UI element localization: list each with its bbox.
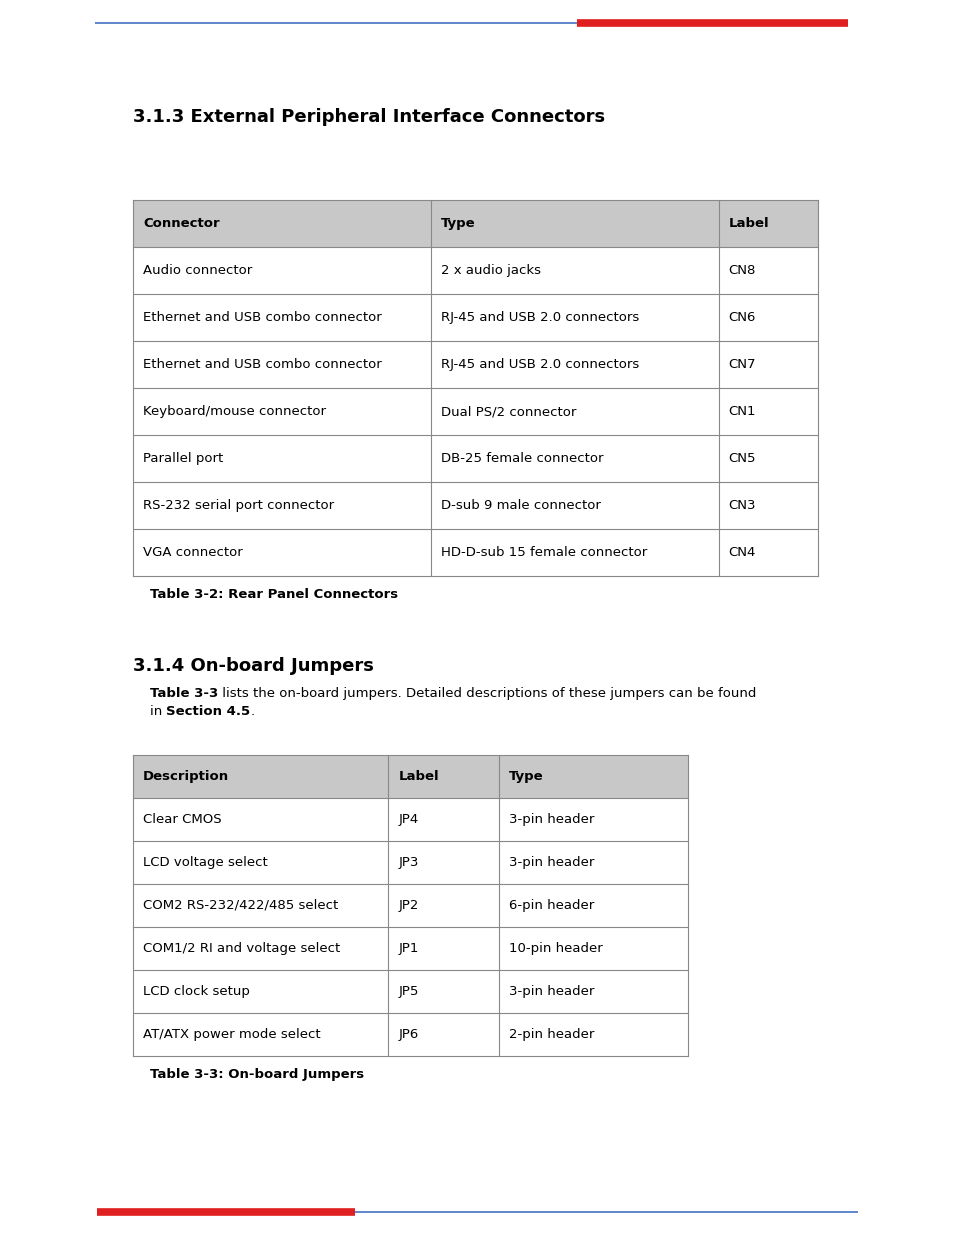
Text: RJ-45 and USB 2.0 connectors: RJ-45 and USB 2.0 connectors xyxy=(440,358,639,370)
Text: CN1: CN1 xyxy=(728,405,756,417)
Text: JP1: JP1 xyxy=(398,942,418,955)
Text: COM1/2 RI and voltage select: COM1/2 RI and voltage select xyxy=(143,942,340,955)
Text: Description: Description xyxy=(143,769,229,783)
Text: CN7: CN7 xyxy=(728,358,756,370)
Bar xyxy=(132,884,687,927)
Text: 6-pin header: 6-pin header xyxy=(509,899,594,911)
Text: JP2: JP2 xyxy=(398,899,418,911)
Text: Label: Label xyxy=(728,217,768,230)
Text: 3-pin header: 3-pin header xyxy=(509,856,594,869)
Text: 3.1.4 On-board Jumpers: 3.1.4 On-board Jumpers xyxy=(132,657,374,676)
Text: Ethernet and USB combo connector: Ethernet and USB combo connector xyxy=(143,358,381,370)
Text: JP5: JP5 xyxy=(398,986,418,998)
Text: CN8: CN8 xyxy=(728,264,756,277)
Text: in: in xyxy=(150,705,167,718)
Bar xyxy=(132,200,817,247)
Text: CN5: CN5 xyxy=(728,452,756,466)
Text: Keyboard/mouse connector: Keyboard/mouse connector xyxy=(143,405,326,417)
Text: Table 3-3: Table 3-3 xyxy=(150,687,218,700)
Text: JP3: JP3 xyxy=(398,856,418,869)
Text: JP4: JP4 xyxy=(398,813,418,826)
Text: Dual PS/2 connector: Dual PS/2 connector xyxy=(440,405,576,417)
Bar xyxy=(132,927,687,969)
Bar xyxy=(132,294,817,341)
Bar xyxy=(132,247,817,294)
Text: lists the on-board jumpers. Detailed descriptions of these jumpers can be found: lists the on-board jumpers. Detailed des… xyxy=(218,687,756,700)
Text: CN6: CN6 xyxy=(728,311,756,324)
Text: HD-D-sub 15 female connector: HD-D-sub 15 female connector xyxy=(440,546,646,559)
Text: 2-pin header: 2-pin header xyxy=(509,1028,594,1041)
Text: Table 3-2: Rear Panel Connectors: Table 3-2: Rear Panel Connectors xyxy=(150,588,397,601)
Text: Clear CMOS: Clear CMOS xyxy=(143,813,221,826)
Text: COM2 RS-232/422/485 select: COM2 RS-232/422/485 select xyxy=(143,899,338,911)
Bar xyxy=(132,755,687,798)
Text: CN4: CN4 xyxy=(728,546,756,559)
Text: 10-pin header: 10-pin header xyxy=(509,942,602,955)
Bar xyxy=(132,529,817,576)
Text: Connector: Connector xyxy=(143,217,219,230)
Text: RS-232 serial port connector: RS-232 serial port connector xyxy=(143,499,334,513)
Bar xyxy=(132,482,817,529)
Text: RJ-45 and USB 2.0 connectors: RJ-45 and USB 2.0 connectors xyxy=(440,311,639,324)
Text: Section 4.5: Section 4.5 xyxy=(167,705,251,718)
Text: DB-25 female connector: DB-25 female connector xyxy=(440,452,603,466)
Text: Type: Type xyxy=(440,217,476,230)
Text: CN3: CN3 xyxy=(728,499,756,513)
Text: Audio connector: Audio connector xyxy=(143,264,252,277)
Text: AT/ATX power mode select: AT/ATX power mode select xyxy=(143,1028,320,1041)
Text: .: . xyxy=(251,705,254,718)
Bar xyxy=(132,435,817,482)
Text: 2 x audio jacks: 2 x audio jacks xyxy=(440,264,540,277)
Text: JP6: JP6 xyxy=(398,1028,418,1041)
Text: Type: Type xyxy=(509,769,543,783)
Text: VGA connector: VGA connector xyxy=(143,546,242,559)
Text: LCD clock setup: LCD clock setup xyxy=(143,986,250,998)
Text: LCD voltage select: LCD voltage select xyxy=(143,856,268,869)
Text: Label: Label xyxy=(398,769,438,783)
Text: Parallel port: Parallel port xyxy=(143,452,223,466)
Text: 3-pin header: 3-pin header xyxy=(509,986,594,998)
Bar xyxy=(132,798,687,841)
Text: 3.1.3 External Peripheral Interface Connectors: 3.1.3 External Peripheral Interface Conn… xyxy=(132,107,604,126)
Text: Table 3-3: On-board Jumpers: Table 3-3: On-board Jumpers xyxy=(150,1068,364,1081)
Bar xyxy=(132,1013,687,1056)
Bar xyxy=(132,841,687,884)
Bar xyxy=(132,969,687,1013)
Bar xyxy=(132,341,817,388)
Text: Ethernet and USB combo connector: Ethernet and USB combo connector xyxy=(143,311,381,324)
Text: D-sub 9 male connector: D-sub 9 male connector xyxy=(440,499,600,513)
Bar xyxy=(132,388,817,435)
Text: 3-pin header: 3-pin header xyxy=(509,813,594,826)
